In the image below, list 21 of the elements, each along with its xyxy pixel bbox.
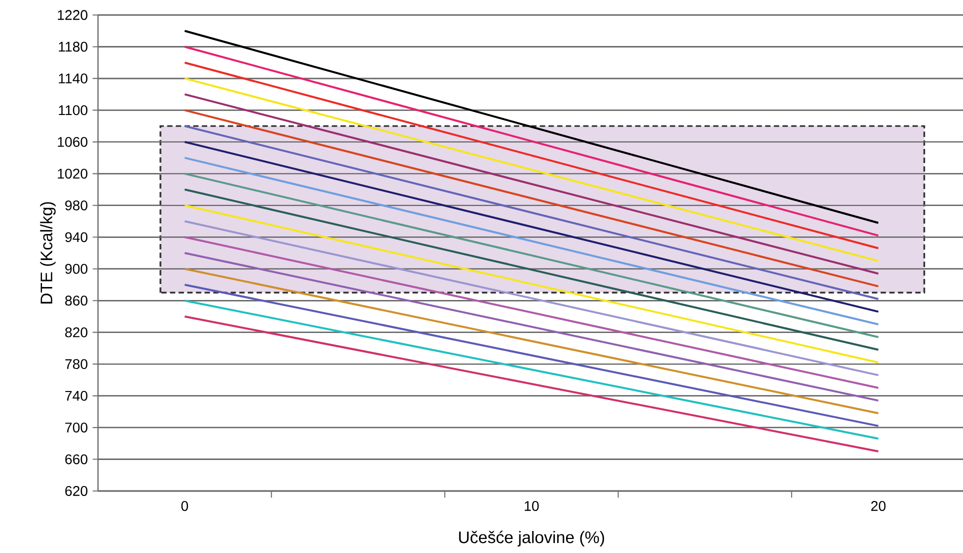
y-tick-label: 940	[65, 232, 88, 242]
y-tick-label: 1180	[58, 42, 88, 52]
y-tick-label: 780	[65, 359, 88, 370]
y-tick-label: 820	[65, 327, 88, 338]
y-tick-label: 860	[65, 296, 88, 306]
y-tick-label: 980	[65, 200, 88, 210]
x-axis-title: Učešće jalovine (%)	[459, 530, 604, 546]
y-axis-title: DTE (Kcal/kg)	[40, 202, 56, 304]
y-tick-label: 1060	[58, 136, 88, 147]
y-tick-label: 1140	[58, 74, 88, 84]
x-tick-label: 20	[871, 501, 886, 511]
y-tick-label: 900	[65, 264, 88, 274]
y-tick-label: 1100	[58, 105, 88, 116]
x-tick-label: 0	[181, 501, 188, 511]
x-tick-label: 10	[524, 501, 539, 511]
y-tick-label: 700	[65, 422, 88, 432]
y-tick-label: 660	[65, 454, 88, 464]
y-tick-label: 620	[65, 486, 88, 496]
y-tick-label: 1020	[58, 168, 88, 179]
y-tick-label: 740	[65, 390, 88, 401]
y-tick-label: 1220	[58, 10, 88, 20]
